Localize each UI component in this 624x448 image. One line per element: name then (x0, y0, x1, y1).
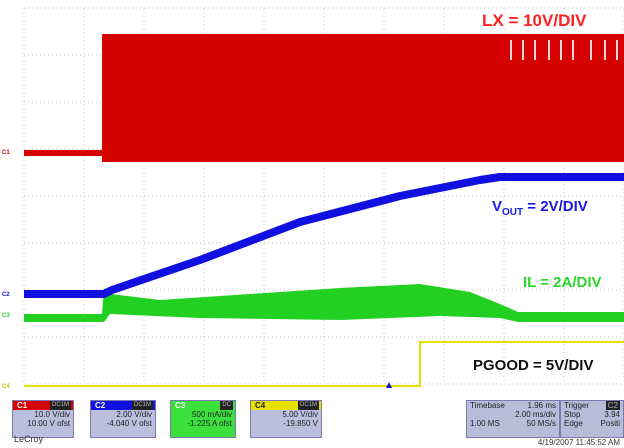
trigger-mode: Stop (564, 410, 581, 419)
c4-ground-marker: C4 (2, 384, 10, 390)
vout-trace (24, 173, 624, 298)
waveform-screen (23, 7, 624, 388)
timebase-per-div: 2.00 ms/div (515, 410, 556, 419)
pgood-trace (24, 341, 624, 387)
trigger-arrow-icon (386, 382, 392, 388)
channel-c3-coupling: DC (220, 401, 233, 410)
channel-c2-tag: C2 (95, 401, 106, 410)
channel-c1-box[interactable]: C1 DC1M 10.0 V/div 10.00 V ofst (12, 400, 74, 438)
timebase-samples: 1.00 MS (470, 419, 500, 428)
channel-c1-scale: 10.0 V/div (34, 410, 70, 419)
trigger-level: 3.94 (604, 410, 620, 419)
trigger-type: Edge (564, 419, 583, 428)
timebase-box[interactable]: Timebase 1.96 ms 2.00 ms/div 1.00 MS 50 … (466, 400, 560, 438)
vout-trace-label: VOUT = 2V/DIV (492, 198, 588, 218)
lx-spike (522, 40, 524, 60)
channel-c3-box[interactable]: C3 DC 500 mA/div -1.225 A ofst (170, 400, 236, 438)
lx-spike (572, 40, 574, 60)
channel-c3-scale: 500 mA/div (191, 410, 232, 419)
channel-c1-tag: C1 (17, 401, 28, 410)
channel-c2-scale: 2.00 V/div (116, 410, 152, 419)
timestamp: 4/19/2007 11:45:52 AM (537, 438, 620, 447)
lx-trace-low (24, 150, 102, 156)
channel-c1-coupling: DC1M (49, 401, 71, 410)
trigger-label: Trigger (564, 401, 590, 410)
lx-spike (534, 40, 536, 60)
channel-c4-coupling: DC1M (297, 401, 319, 410)
traces (24, 34, 624, 387)
vout-label-main: V (492, 198, 503, 215)
timebase-rate: 50 MS/s (526, 419, 556, 428)
channel-c3-tag: C3 (175, 401, 186, 410)
trigger-marker (386, 382, 392, 388)
timebase-label: Timebase (470, 401, 505, 410)
lx-spike (616, 40, 618, 60)
c1-ground-marker: C1 (2, 150, 10, 156)
vout-label-rest: = 2V/DIV (523, 198, 588, 215)
lx-spike (510, 40, 512, 60)
lx-spike (604, 40, 606, 60)
channel-c2-box[interactable]: C2 DC1M 2.00 V/div -4.040 V ofst (90, 400, 156, 438)
channel-c2-coupling: DC1M (131, 401, 153, 410)
timebase-delay: 1.96 ms (527, 401, 556, 410)
vout-label-sub: OUT (502, 207, 524, 218)
lx-spike (548, 40, 550, 60)
channel-c3-offset: -1.225 A ofst (187, 419, 232, 428)
lx-trace-label: LX = 10V/DIV (482, 11, 587, 30)
lx-trace-switching (102, 34, 624, 162)
il-trace (24, 284, 624, 322)
lx-spike (590, 40, 592, 60)
channel-c2-offset: -4.040 V ofst (106, 419, 152, 428)
c2-ground-marker: C2 (2, 292, 10, 298)
il-trace-label: IL = 2A/DIV (523, 274, 602, 291)
trigger-channel: C2 (605, 401, 620, 410)
c3-ground-marker: C3 (2, 313, 10, 319)
channel-c4-tag: C4 (255, 401, 266, 410)
lecroy-logo: LeCroy (14, 434, 44, 444)
channel-c4-scale: 5.00 V/div (282, 410, 318, 419)
trigger-box[interactable]: Trigger C2 Stop 3.94 Edge Positi (560, 400, 624, 438)
pgood-trace-label: PGOOD = 5V/DIV (473, 357, 594, 374)
trigger-slope: Positi (600, 419, 620, 428)
channel-c4-offset: -19.850 V (283, 419, 318, 428)
channel-c4-box[interactable]: C4 DC1M 5.00 V/div -19.850 V (250, 400, 322, 438)
lx-spike (560, 40, 562, 60)
channel-c1-offset: 10.00 V ofst (27, 419, 70, 428)
